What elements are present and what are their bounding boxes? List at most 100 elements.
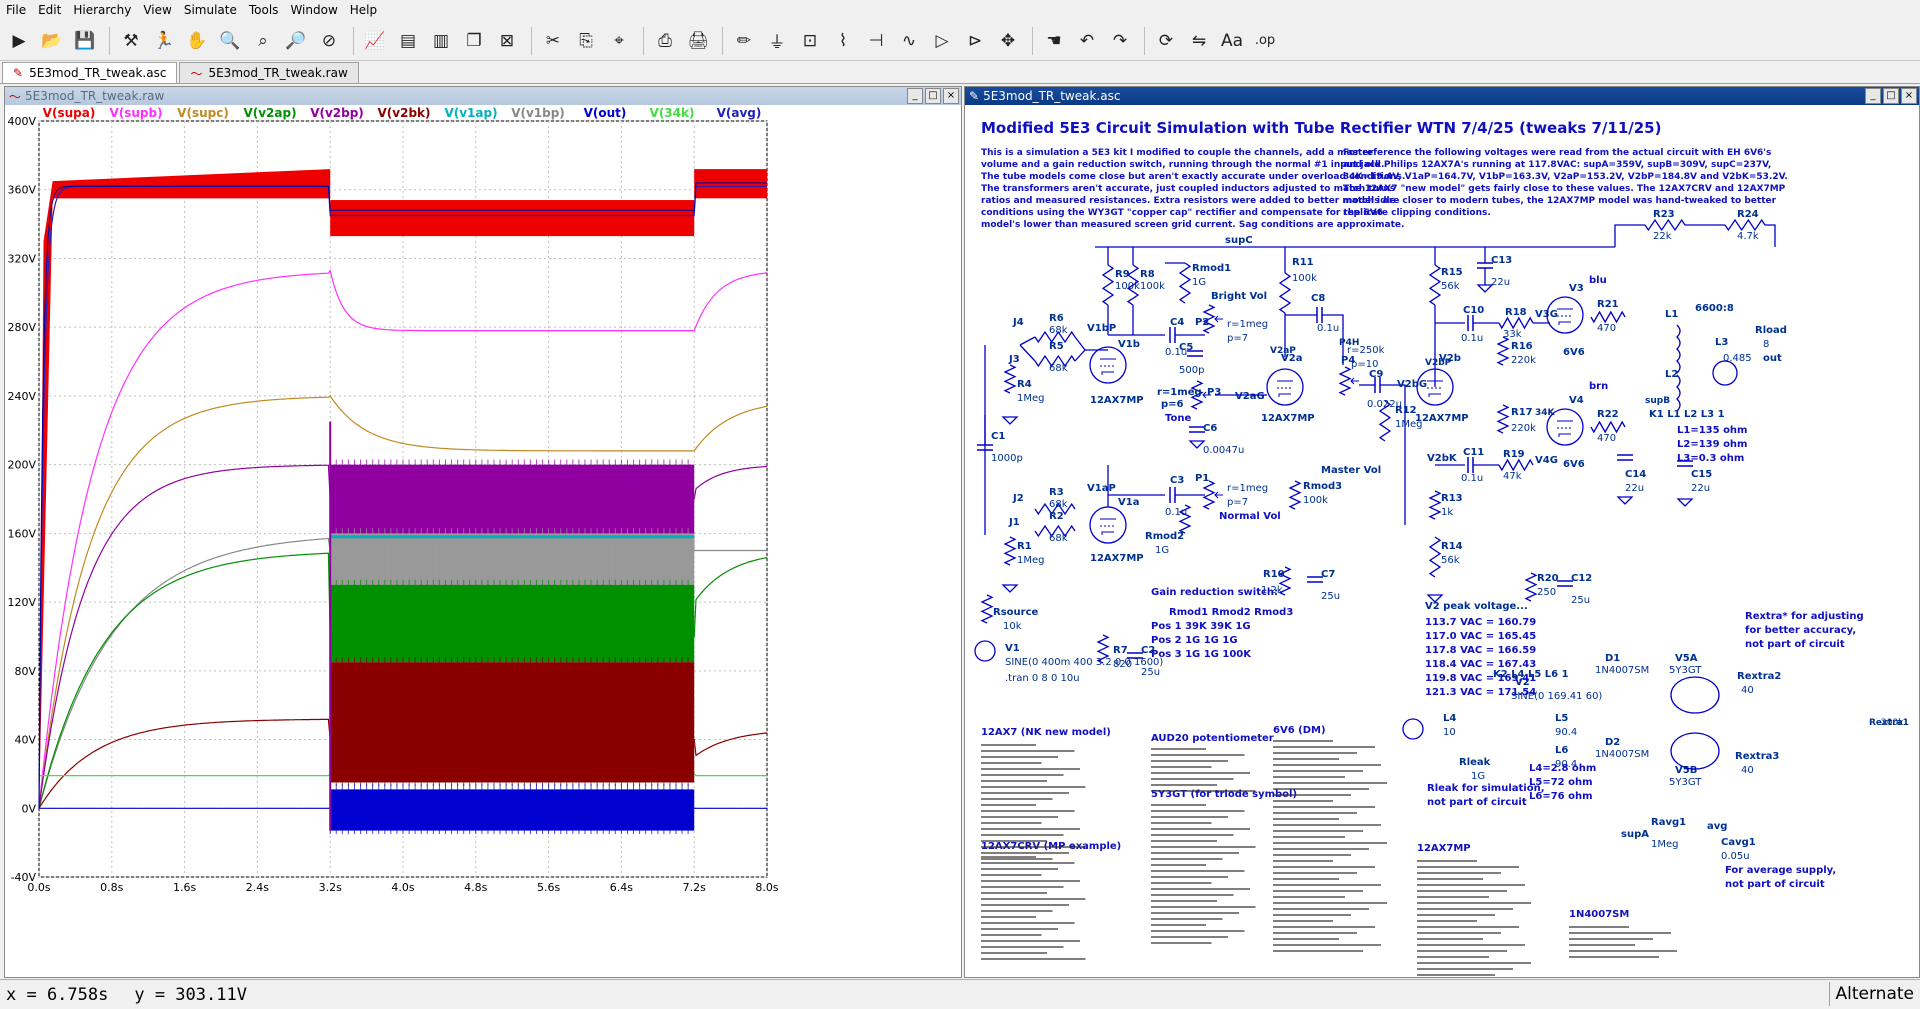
inductor-button[interactable]: ∿ [894, 26, 924, 56]
text-button[interactable]: Aa [1217, 26, 1247, 56]
label-C3v: 0.1u [1165, 507, 1187, 518]
undo-button[interactable]: ↶ [1072, 26, 1102, 56]
menu-edit[interactable]: Edit [38, 3, 62, 17]
label-C15v: 22u [1691, 483, 1710, 494]
close-button[interactable]: × [943, 88, 959, 104]
label-AvgNote1: For average supply, [1725, 865, 1836, 876]
label-J2: J2 [1012, 493, 1024, 504]
menu-tools[interactable]: Tools [248, 3, 279, 17]
label-C12: C12 [1571, 573, 1592, 584]
zoom-cancel-button[interactable]: ⊘ [314, 26, 344, 56]
mirror-button[interactable]: ⇋ [1184, 26, 1214, 56]
save-button[interactable]: 💾 [70, 26, 100, 56]
zoom-fit-button[interactable]: ⌕ [248, 26, 278, 56]
label-V2a: V2a [1281, 353, 1302, 364]
maximize-button[interactable]: □ [1883, 88, 1899, 104]
resistor-R13 [1428, 490, 1442, 520]
toolbar-separator [353, 26, 354, 55]
label-vp3: 117.8 VAC = 166.59 [1425, 645, 1536, 656]
print-setup-icon: 🖨 [687, 30, 709, 51]
label-vp4: 118.4 VAC = 167.43 [1425, 659, 1536, 670]
spice-directive-button[interactable]: .op [1250, 26, 1280, 56]
label-RleakNote1: Rleak for simulation, [1427, 783, 1545, 794]
toolbar-separator [1144, 26, 1145, 55]
menu-view[interactable]: View [143, 3, 172, 17]
toolbar-separator [1032, 26, 1033, 55]
waveform-plot[interactable]: V(supa) V(supb) V(supc) V(v2ap) V(v2bp) V(v2b… [5, 105, 961, 977]
tube-V1a-cathode [1101, 531, 1114, 535]
tile-horizontal-button[interactable]: ▤ [393, 26, 423, 56]
label-null: This is a simulation a 5E3 kit I modifie… [981, 148, 1373, 158]
component-button[interactable]: ⊳ [960, 26, 990, 56]
tube-V1b [1089, 346, 1127, 384]
drag-button[interactable]: ☚ [1039, 26, 1069, 56]
pot-P3 [1190, 380, 1204, 410]
cut-button[interactable]: ✂ [538, 26, 568, 56]
x-tick-label: 5.6s [537, 881, 560, 894]
y-tick-label: 0V [21, 802, 36, 815]
label-R9: R9 [1115, 269, 1130, 280]
maximize-button[interactable]: □ [925, 88, 941, 104]
resistor-button[interactable]: ⌇ [828, 26, 858, 56]
minimize-button[interactable]: _ [1865, 88, 1881, 104]
copy-button[interactable]: ⎘ [571, 26, 601, 56]
ground-symbol [1001, 416, 1019, 425]
schematic-pane[interactable]: ✎ 5E3mod_TR_tweak.asc _ □ × Modified 5E3… [964, 86, 1920, 978]
label-P2: P2 [1195, 317, 1209, 328]
tube-V2a [1266, 368, 1304, 406]
zoom-out-button[interactable]: 🔎 [281, 26, 311, 56]
rotate-button[interactable]: ⟳ [1151, 26, 1181, 56]
label-K2: K2 L4 L5 L6 1 [1493, 669, 1569, 680]
y-tick-label: 160V [7, 527, 36, 540]
run-man-button[interactable]: 🏃 [149, 26, 179, 56]
hammer-button[interactable]: ⚒ [116, 26, 146, 56]
menu-window[interactable]: Window [290, 3, 338, 17]
zoom-in-button[interactable]: 🔍 [215, 26, 245, 56]
label-out: out [1763, 353, 1782, 364]
menu-simulate[interactable]: Simulate [183, 3, 237, 17]
close-button[interactable]: × [1901, 88, 1917, 104]
save-icon: 💾 [74, 30, 96, 51]
draw-wire-button[interactable]: ✏ [729, 26, 759, 56]
run-button[interactable]: ▶ [4, 26, 34, 56]
resistor-R17 [1496, 404, 1510, 434]
schematic-svg[interactable]: Modified 5E3 Circuit Simulation with Tub… [965, 105, 1919, 977]
label-P4: P4 [1341, 355, 1355, 366]
open-button[interactable]: 📂 [37, 26, 67, 56]
tab-waveform[interactable]: 〜 5E3mod_TR_tweak.raw [179, 62, 359, 83]
label-button[interactable]: ⊡ [795, 26, 825, 56]
label-R9v: 100k [1115, 281, 1140, 292]
redo-button[interactable]: ↷ [1105, 26, 1135, 56]
label-Rmod2v: 1G [1155, 545, 1169, 556]
cascade-button[interactable]: ❐ [459, 26, 489, 56]
redo-icon: ↷ [1112, 30, 1128, 51]
find-button[interactable]: ⌖ [604, 26, 634, 56]
toolbar-separator [531, 26, 532, 55]
label-m1n4007: 1N4007SM [1569, 909, 1629, 920]
waveform-svg[interactable]: V(supa) V(supb) V(supc) V(v2ap) V(v2bp) V(v2b… [5, 105, 961, 977]
diode-button[interactable]: ▷ [927, 26, 957, 56]
label-R11: R11 [1292, 257, 1314, 268]
menu-help[interactable]: Help [349, 3, 378, 17]
close-all-button[interactable]: ⊠ [492, 26, 522, 56]
menu-file[interactable]: File [6, 3, 27, 17]
cut-icon: ✂ [545, 30, 561, 51]
plot-icon: 📈 [364, 30, 386, 51]
print-button[interactable]: ⎙ [650, 26, 680, 56]
label-V4: V4 [1569, 395, 1584, 406]
tile-vertical-button[interactable]: ▥ [426, 26, 456, 56]
plot-button[interactable]: 📈 [360, 26, 390, 56]
minimize-button[interactable]: _ [907, 88, 923, 104]
ground-button[interactable]: ⏚ [762, 26, 792, 56]
print-setup-button[interactable]: 🖨 [683, 26, 713, 56]
tab-schematic[interactable]: ✎ 5E3mod_TR_tweak.asc [2, 62, 178, 83]
label-null: The tube models come close but aren't ex… [981, 172, 1405, 182]
label-V1b: V1b [1118, 339, 1140, 350]
menu-hierarchy[interactable]: Hierarchy [73, 3, 132, 17]
move-button[interactable]: ✥ [993, 26, 1023, 56]
waveform-pane[interactable]: 〜 5E3mod_TR_tweak.raw _ □ × V(supa) V(sup… [4, 86, 962, 978]
hand-button[interactable]: ✋ [182, 26, 212, 56]
schematic-canvas[interactable]: Modified 5E3 Circuit Simulation with Tub… [965, 105, 1919, 977]
label-Rextra1: Rextra1 [1869, 718, 1909, 728]
capacitor-button[interactable]: ⊣ [861, 26, 891, 56]
